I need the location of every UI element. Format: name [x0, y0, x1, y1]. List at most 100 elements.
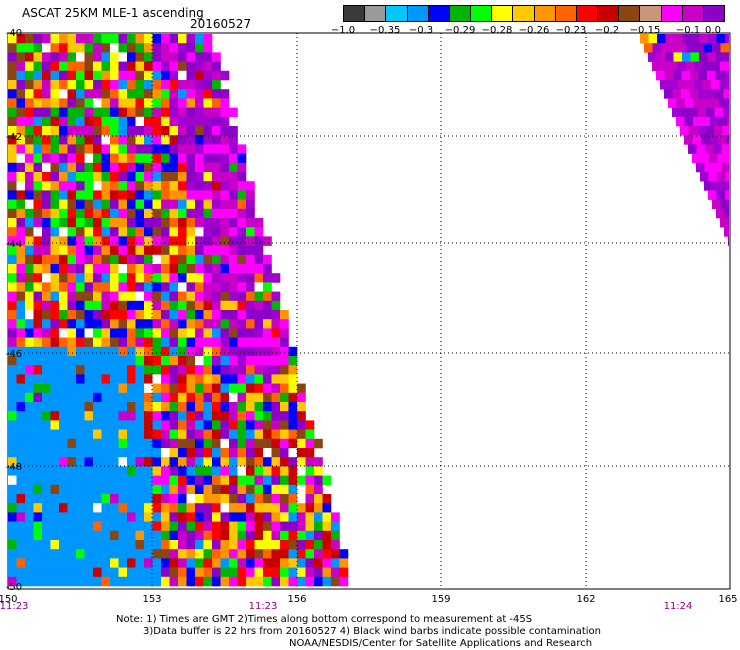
wind-cell: [271, 549, 281, 559]
wind-cell: [263, 319, 272, 329]
wind-cell: [246, 273, 255, 283]
wind-cell: [127, 300, 136, 311]
wind-cell: [93, 153, 102, 164]
wind-cell: [271, 392, 281, 403]
wind-cell: [8, 365, 17, 375]
wind-cell: [178, 218, 187, 228]
wind-cell: [59, 512, 68, 522]
wind-cell: [152, 429, 162, 440]
wind-cell: [76, 80, 85, 90]
wind-cell: [161, 429, 170, 440]
wind-cell: [144, 356, 153, 366]
wind-cell: [118, 254, 128, 265]
wind-cell: [118, 116, 128, 127]
wind-cell: [254, 300, 264, 311]
wind-cell: [288, 549, 298, 559]
wind-cell: [93, 337, 102, 348]
wind-cell: [59, 392, 68, 403]
wind-cell: [229, 549, 238, 559]
wind-cell: [135, 310, 145, 320]
wind-cell: [288, 457, 298, 467]
wind-cell: [220, 494, 230, 504]
wind-cell: [42, 107, 51, 118]
wind-cell: [33, 567, 43, 578]
wind-cell: [705, 126, 715, 136]
wind-cell: [288, 558, 298, 568]
wind-cell: [76, 420, 85, 430]
wind-cell: [42, 61, 51, 72]
wind-cell: [169, 144, 179, 154]
wind-cell: [689, 107, 698, 118]
wind-cell: [50, 484, 60, 495]
wind-cell: [59, 429, 68, 440]
wind-cell: [16, 512, 26, 522]
wind-cell: [16, 411, 26, 421]
wind-cell: [721, 162, 729, 173]
wind-cell: [254, 512, 264, 522]
wind-cell: [237, 300, 247, 311]
wind-cell: [50, 438, 60, 449]
colorbar-swatch: [386, 6, 408, 21]
wind-cell: [212, 540, 221, 550]
wind-cell: [288, 346, 298, 357]
wind-cell: [297, 466, 306, 476]
wind-cell: [76, 107, 85, 118]
wind-cell: [127, 208, 136, 219]
wind-cell: [297, 540, 306, 550]
wind-cell: [42, 153, 51, 164]
wind-cell: [16, 172, 26, 182]
wind-cell: [110, 530, 119, 541]
wind-cell: [220, 503, 230, 513]
wind-cell: [50, 172, 60, 182]
wind-cell: [127, 411, 136, 421]
wind-cell: [220, 558, 230, 568]
wind-cell: [161, 245, 170, 256]
wind-cell: [42, 402, 51, 412]
wind-cell: [721, 181, 729, 191]
wind-cell: [161, 153, 170, 164]
wind-cell: [8, 107, 17, 118]
wind-cell: [263, 530, 272, 541]
wind-cell: [25, 135, 34, 145]
wind-cell: [727, 98, 729, 108]
wind-cell: [93, 457, 102, 467]
wind-cell: [110, 466, 119, 476]
wind-cell: [314, 457, 323, 467]
wind-cell: [25, 199, 34, 210]
wind-cell: [42, 227, 51, 237]
lat-label: -48: [6, 462, 22, 473]
wind-cell: [93, 512, 102, 522]
wind-cell: [144, 208, 153, 219]
wind-cell: [186, 70, 196, 81]
wind-cell: [118, 144, 128, 154]
wind-cell: [16, 420, 26, 430]
wind-cell: [93, 116, 102, 127]
wind-cell: [664, 70, 674, 81]
wind-cell: [8, 291, 17, 302]
wind-cell: [135, 512, 145, 522]
wind-cell: [152, 300, 162, 311]
wind-cell: [178, 190, 187, 200]
wind-cell: [728, 61, 729, 72]
wind-cell: [16, 282, 26, 292]
wind-cell: [263, 236, 272, 246]
wind-cell: [220, 328, 230, 338]
wind-cell: [76, 245, 85, 256]
wind-cell: [161, 512, 170, 522]
wind-cell: [76, 558, 85, 568]
wind-cell: [127, 429, 136, 440]
wind-cell: [135, 328, 145, 338]
wind-cell: [50, 402, 60, 412]
wind-cell: [246, 576, 255, 587]
wind-cell: [50, 466, 60, 476]
wind-cell: [8, 116, 17, 127]
wind-cell: [144, 218, 153, 228]
wind-cell: [25, 512, 34, 522]
wind-cell: [152, 245, 162, 256]
wind-cell: [144, 282, 153, 292]
wind-cell: [640, 34, 649, 44]
wind-cell: [67, 374, 77, 384]
wind-cell: [701, 135, 710, 145]
wind-cell: [288, 374, 298, 384]
